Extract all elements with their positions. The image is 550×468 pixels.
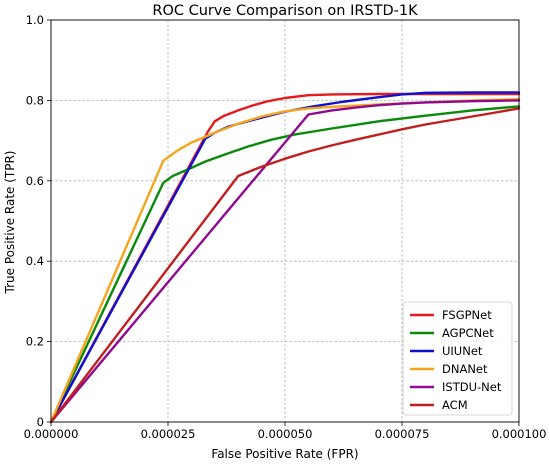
x-tick-label: 0.000050: [258, 427, 313, 441]
series-lines: [49, 91, 521, 424]
y-tick-label: 1.0: [26, 13, 44, 27]
legend: FSGPNet AGPCNet UIUNet DNANet ISTDU-Net ACM: [402, 301, 513, 416]
y-tick-label: 0.4: [26, 254, 44, 268]
legend-label: UIUNet: [442, 344, 483, 358]
series-line-agpcnet: [49, 105, 521, 424]
y-tick-label: 0.2: [26, 335, 44, 349]
series-line-istdu-net: [49, 99, 521, 424]
series-line-acm: [49, 107, 521, 424]
x-tick-label: 0.000025: [141, 427, 196, 441]
axis-ticks: 0.000000 0.000025 0.000050 0.000075 0.000100…: [24, 13, 547, 441]
legend-label: FSGPNet: [442, 308, 492, 322]
x-axis-label: False Positive Rate (FPR): [211, 447, 358, 461]
x-tick-label: 0.000075: [375, 427, 430, 441]
legend-label: AGPCNet: [442, 326, 494, 340]
legend-label: ISTDU-Net: [442, 380, 502, 394]
legend-label: DNANet: [442, 362, 488, 376]
y-tick-label: 0.8: [26, 93, 44, 107]
x-tick-label: 0.000100: [492, 427, 547, 441]
y-axis-label: True Positive Rate (TPR): [3, 151, 17, 295]
chart-title: ROC Curve Comparison on IRSTD-1K: [152, 3, 418, 19]
legend-label: ACM: [442, 398, 468, 412]
y-tick-label: 0.6: [26, 174, 44, 188]
y-tick-label: 0: [37, 415, 44, 429]
x-tick-label: 0.000000: [24, 427, 79, 441]
